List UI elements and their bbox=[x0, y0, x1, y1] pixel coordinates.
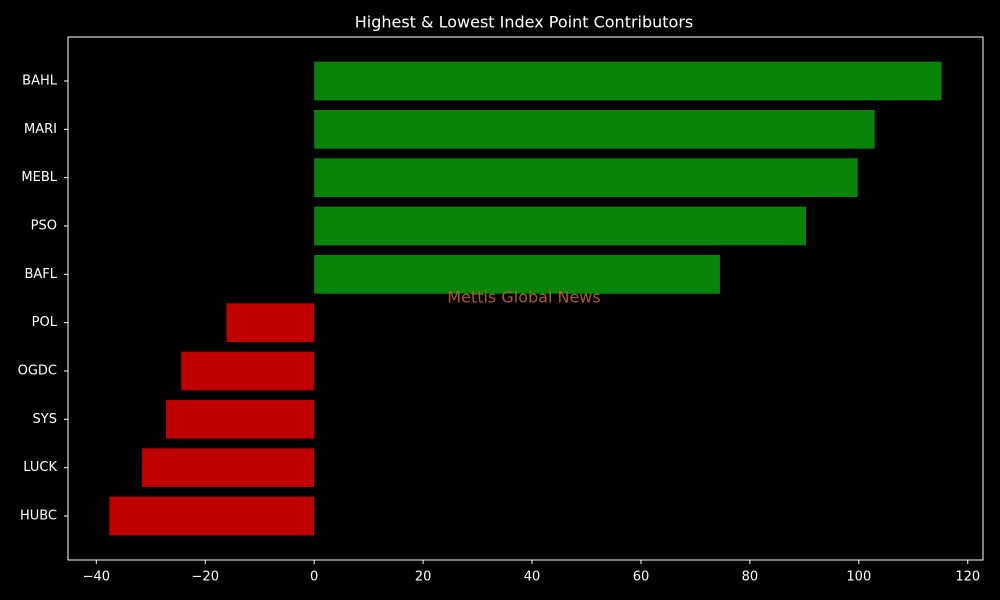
x-tick-label: 20 bbox=[415, 570, 432, 585]
y-tick-label: POL bbox=[32, 315, 58, 330]
bar bbox=[314, 255, 720, 294]
y-tick-label: LUCK bbox=[23, 460, 57, 475]
bar bbox=[314, 110, 875, 149]
chart-title: Highest & Lowest Index Point Contributor… bbox=[355, 13, 694, 32]
y-tick-label: HUBC bbox=[20, 509, 57, 524]
y-tick-label: MEBL bbox=[21, 170, 57, 185]
watermark: Mettis Global News bbox=[447, 288, 600, 307]
x-tick-label: 100 bbox=[846, 570, 871, 585]
y-tick-label: OGDC bbox=[18, 364, 57, 379]
bar bbox=[109, 496, 315, 536]
y-tick-label: MARI bbox=[24, 122, 57, 137]
plot-frame bbox=[67, 36, 984, 561]
x-tick-label: 0 bbox=[310, 570, 318, 585]
y-tick-label: PSO bbox=[31, 219, 57, 234]
bar bbox=[226, 303, 315, 342]
bar bbox=[142, 448, 315, 487]
bar bbox=[314, 61, 942, 101]
x-tick-label: 80 bbox=[742, 570, 759, 585]
bar bbox=[314, 158, 858, 197]
x-tick-label: −40 bbox=[83, 570, 110, 585]
x-tick-label: −20 bbox=[192, 570, 219, 585]
bar bbox=[181, 351, 315, 391]
bar bbox=[166, 400, 315, 439]
bar bbox=[314, 206, 806, 246]
x-tick-label: 60 bbox=[633, 570, 650, 585]
x-tick-label: 120 bbox=[955, 570, 980, 585]
y-tick-label: BAHL bbox=[22, 74, 58, 89]
y-tick-label: BAFL bbox=[24, 267, 57, 282]
y-tick-label: SYS bbox=[33, 412, 57, 427]
x-tick-label: 40 bbox=[524, 570, 541, 585]
